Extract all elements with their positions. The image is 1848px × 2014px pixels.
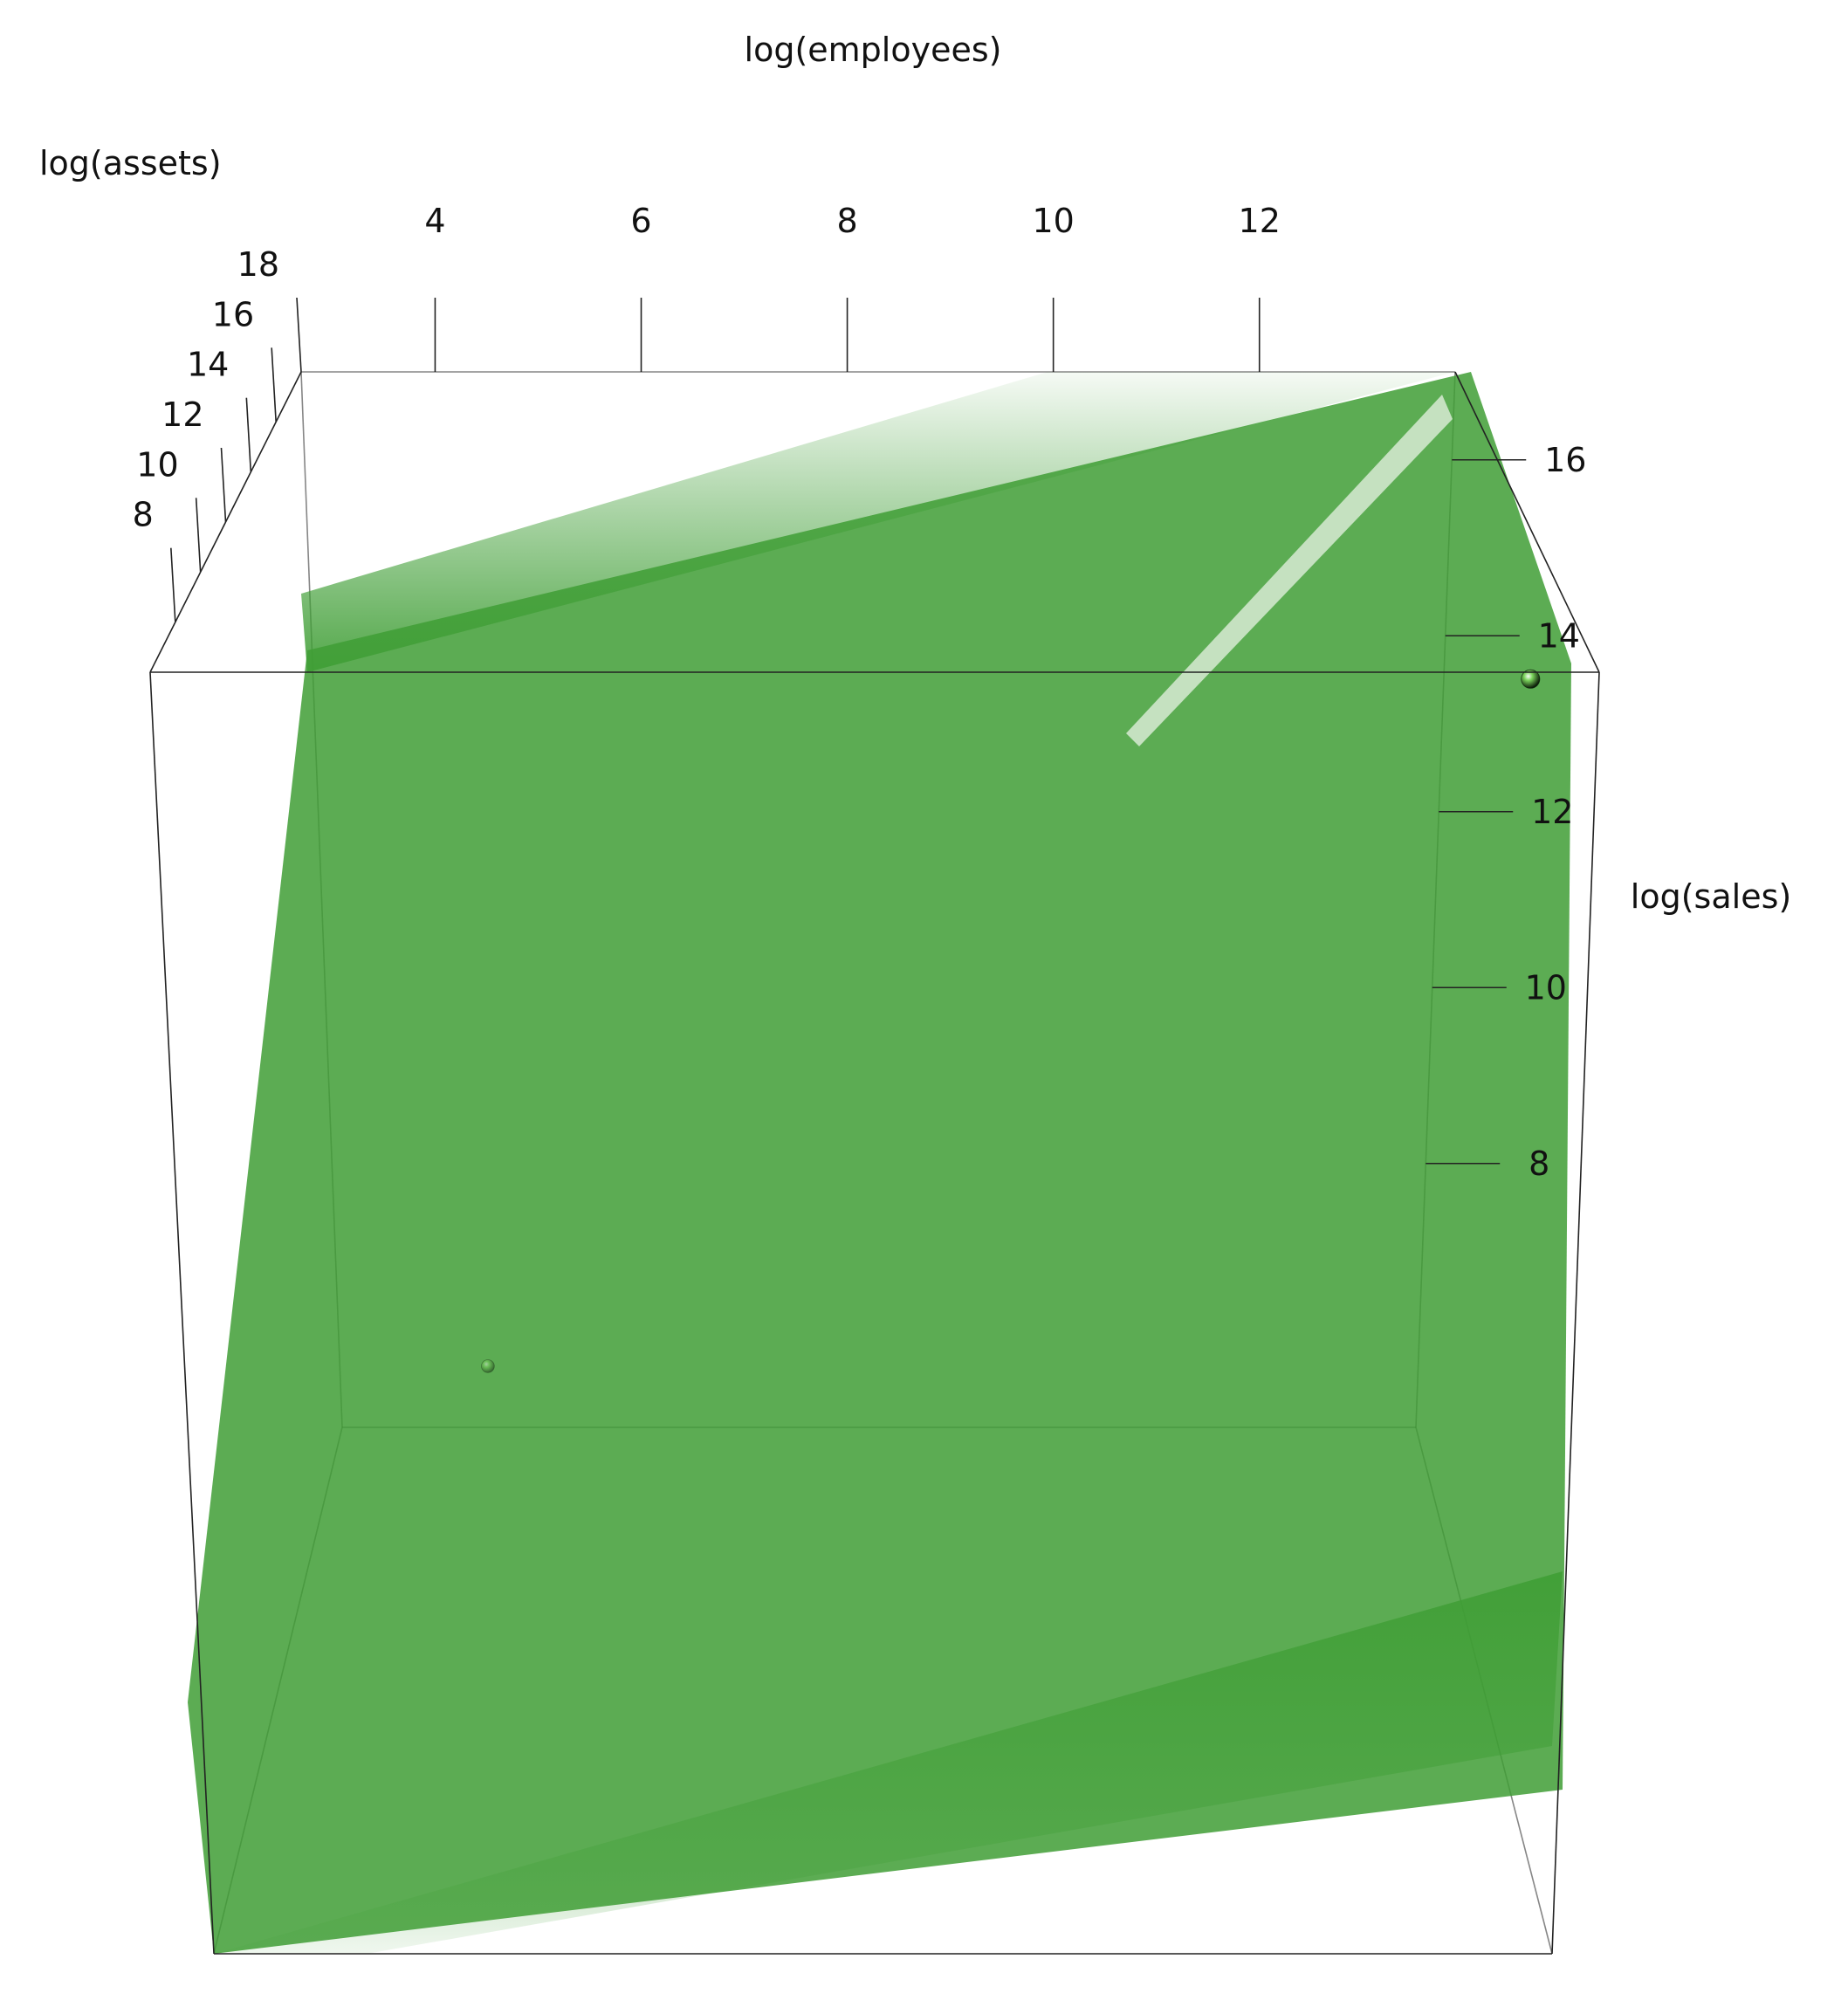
plane-body bbox=[188, 372, 1571, 1954]
z-tick-mark bbox=[220, 447, 227, 523]
z-tick-label: 16 bbox=[212, 295, 254, 333]
plane-fade-top bbox=[301, 372, 1455, 672]
data-point bbox=[1521, 669, 1541, 689]
y-tick-label: 10 bbox=[1525, 968, 1567, 1007]
x-tick-label: 4 bbox=[424, 202, 445, 240]
z-tick-label: 18 bbox=[237, 245, 279, 284]
plane-highlight bbox=[1126, 395, 1453, 746]
z-tick-mark bbox=[245, 397, 252, 472]
box-front-edge bbox=[149, 671, 215, 1955]
y-tick-label: 14 bbox=[1538, 616, 1580, 655]
z-tick-label: 12 bbox=[161, 395, 203, 434]
x-tick-label: 6 bbox=[630, 202, 651, 240]
z-tick-mark bbox=[170, 547, 176, 622]
x-tick-label: 10 bbox=[1032, 202, 1074, 240]
regression-plane bbox=[188, 372, 1571, 1954]
y-axis-label: log(sales) bbox=[1631, 877, 1791, 916]
z-tick-mark bbox=[296, 297, 302, 373]
z-tick-mark bbox=[195, 498, 202, 573]
box-front-edge bbox=[1454, 371, 1600, 673]
y-tick-label: 16 bbox=[1544, 441, 1586, 479]
z-tick-label: 10 bbox=[136, 445, 178, 484]
x-tick-label: 8 bbox=[836, 202, 857, 240]
z-tick-label: 14 bbox=[187, 346, 229, 384]
z-tick-mark bbox=[271, 347, 277, 423]
x-tick-label: 12 bbox=[1239, 202, 1281, 240]
x-axis-label: log(employees) bbox=[745, 31, 1002, 69]
y-tick-label: 8 bbox=[1529, 1144, 1549, 1183]
y-tick-label: 12 bbox=[1531, 793, 1573, 831]
z-axis-label: log(assets) bbox=[39, 144, 222, 182]
z-tick-label: 8 bbox=[133, 496, 154, 534]
axes: 4 6 8 10 12 log(employees) 8 10 12 14 16 log(sales)… bbox=[39, 31, 1791, 1183]
data-point bbox=[481, 1359, 495, 1373]
plane-fade-bottom bbox=[214, 1571, 1563, 1954]
box-front-edge bbox=[1551, 671, 1600, 1955]
data-points bbox=[481, 669, 1541, 1373]
